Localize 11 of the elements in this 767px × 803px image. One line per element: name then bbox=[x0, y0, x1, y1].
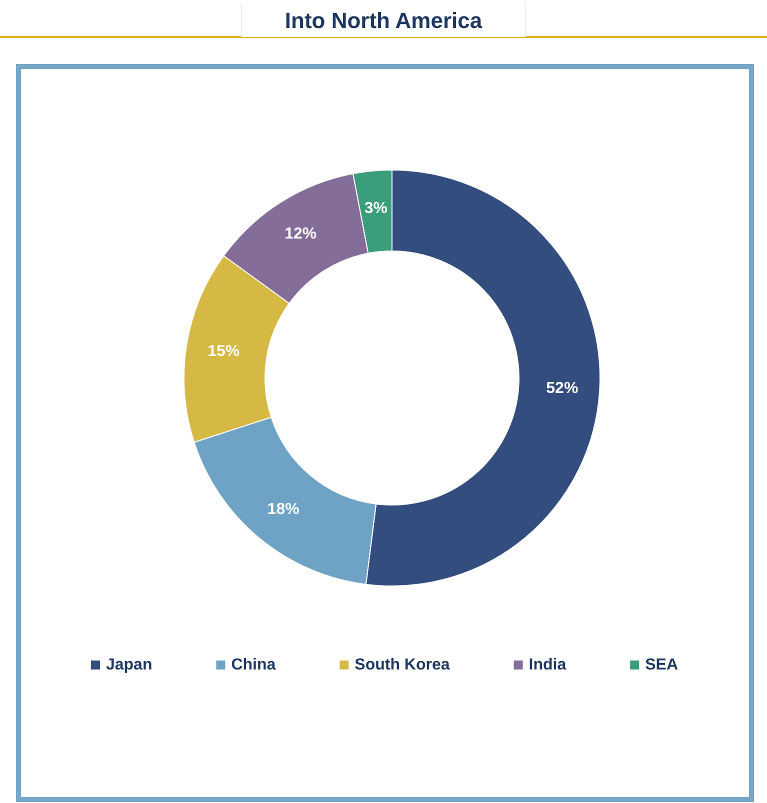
legend-label: SEA bbox=[645, 656, 678, 674]
data-label: 52% bbox=[546, 380, 578, 398]
data-label: 15% bbox=[208, 342, 240, 360]
chart-title: Into North America bbox=[241, 3, 526, 37]
data-label: 18% bbox=[267, 500, 300, 518]
legend-label: China bbox=[231, 656, 276, 674]
data-label: 12% bbox=[284, 226, 317, 243]
legend-label: Japan bbox=[106, 656, 152, 674]
data-label: 3% bbox=[364, 200, 388, 217]
legend-label: India bbox=[528, 656, 566, 674]
legend-label: South Korea bbox=[354, 656, 450, 674]
